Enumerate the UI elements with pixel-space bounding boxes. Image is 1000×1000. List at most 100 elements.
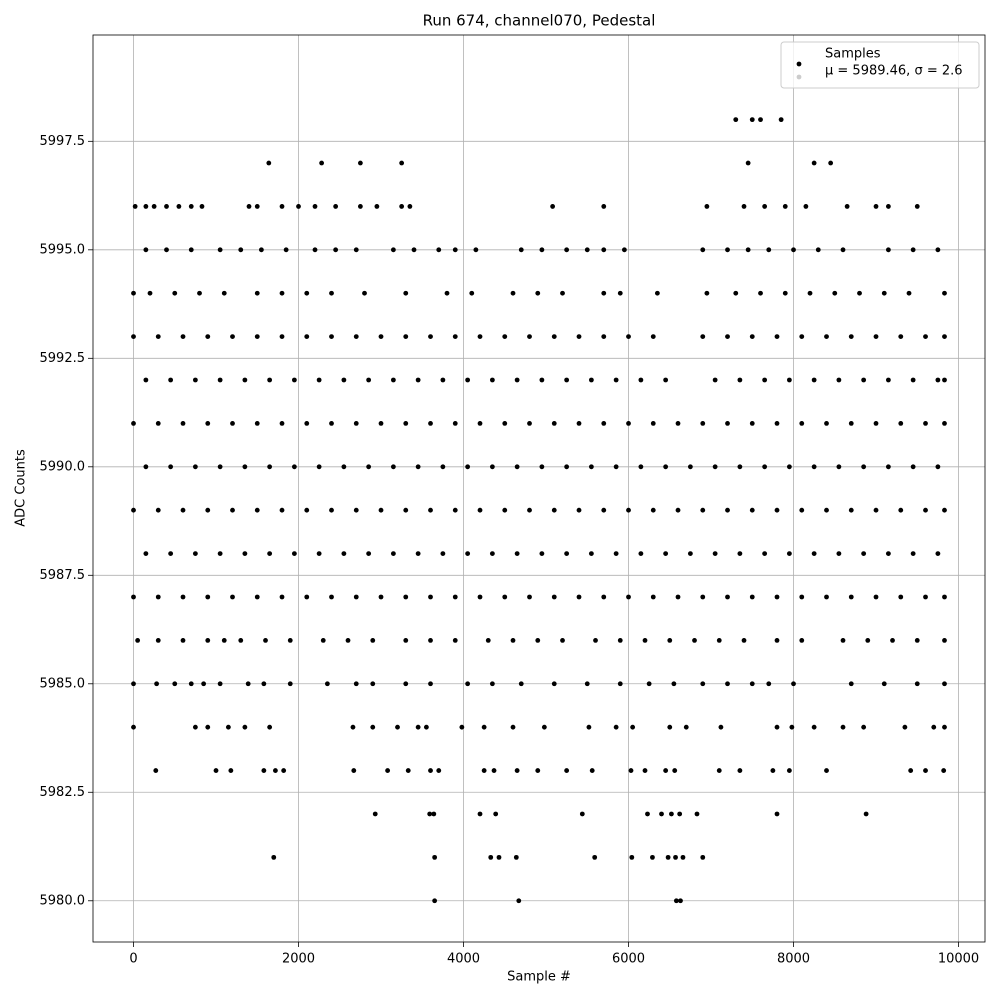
data-point bbox=[885, 377, 891, 383]
data-point bbox=[811, 464, 817, 470]
data-point bbox=[539, 377, 545, 383]
data-point bbox=[650, 594, 656, 600]
data-point bbox=[333, 204, 339, 209]
data-point bbox=[385, 768, 391, 773]
data-point bbox=[848, 681, 854, 687]
data-point bbox=[527, 594, 532, 600]
data-point bbox=[774, 811, 780, 817]
data-point bbox=[935, 551, 941, 556]
data-point bbox=[481, 768, 487, 773]
data-point bbox=[832, 290, 838, 296]
data-point bbox=[700, 681, 706, 687]
data-point bbox=[789, 724, 795, 730]
data-point bbox=[261, 768, 267, 773]
y-tick-label: 5997.5 bbox=[40, 134, 86, 149]
data-point bbox=[675, 507, 681, 513]
data-point bbox=[762, 377, 768, 383]
data-point bbox=[898, 334, 904, 340]
data-point bbox=[510, 724, 516, 730]
data-point bbox=[678, 898, 683, 904]
data-point bbox=[601, 594, 607, 600]
data-point bbox=[628, 768, 634, 773]
data-point bbox=[287, 681, 293, 687]
data-point bbox=[304, 334, 310, 340]
x-axis-label: Sample # bbox=[507, 970, 571, 985]
data-point bbox=[428, 594, 433, 600]
data-point bbox=[304, 507, 310, 513]
data-point bbox=[626, 594, 631, 600]
data-point bbox=[164, 247, 169, 253]
data-point bbox=[824, 594, 829, 600]
data-point bbox=[931, 724, 937, 730]
data-point bbox=[588, 377, 594, 383]
data-point bbox=[217, 681, 223, 687]
data-point bbox=[205, 637, 211, 643]
data-point bbox=[176, 204, 182, 209]
data-point bbox=[942, 724, 947, 730]
data-point bbox=[873, 594, 879, 600]
data-point bbox=[576, 594, 582, 600]
data-point bbox=[452, 594, 458, 600]
data-point bbox=[440, 464, 446, 470]
y-tick-label: 5985.0 bbox=[40, 676, 86, 691]
data-point bbox=[192, 464, 198, 470]
data-point bbox=[378, 594, 384, 600]
data-point bbox=[824, 507, 829, 513]
data-point bbox=[267, 551, 273, 556]
data-point bbox=[778, 117, 784, 123]
data-point bbox=[617, 290, 623, 296]
data-point bbox=[514, 464, 520, 470]
data-point bbox=[828, 160, 834, 166]
data-point bbox=[733, 117, 739, 123]
y-tick-label: 5980.0 bbox=[40, 893, 86, 908]
data-point bbox=[665, 854, 671, 860]
data-point bbox=[180, 507, 186, 513]
data-point bbox=[427, 811, 433, 817]
y-tick-label: 5982.5 bbox=[40, 785, 86, 800]
data-point bbox=[329, 421, 334, 426]
data-point bbox=[865, 637, 871, 643]
data-point bbox=[131, 421, 136, 426]
data-point bbox=[650, 334, 656, 340]
data-point bbox=[374, 204, 380, 209]
data-point bbox=[432, 898, 438, 904]
data-point bbox=[155, 421, 161, 426]
data-point bbox=[687, 464, 693, 470]
data-point bbox=[667, 637, 673, 643]
data-point bbox=[188, 204, 194, 209]
data-point bbox=[151, 204, 157, 209]
data-point bbox=[745, 247, 751, 253]
data-point bbox=[242, 724, 248, 730]
data-point bbox=[725, 507, 730, 513]
data-point bbox=[502, 507, 508, 513]
data-point bbox=[881, 681, 887, 687]
data-point bbox=[516, 898, 522, 904]
data-point bbox=[197, 290, 202, 296]
data-point bbox=[885, 204, 891, 209]
data-point bbox=[465, 551, 471, 556]
data-point bbox=[910, 551, 916, 556]
data-point bbox=[576, 507, 582, 513]
data-point bbox=[238, 637, 244, 643]
data-point bbox=[885, 464, 891, 470]
data-point bbox=[873, 334, 879, 340]
data-point bbox=[366, 464, 372, 470]
data-point bbox=[749, 594, 755, 600]
data-point bbox=[873, 204, 879, 209]
data-point bbox=[201, 681, 207, 687]
data-point bbox=[613, 551, 619, 556]
data-point bbox=[626, 334, 631, 340]
data-point bbox=[395, 724, 400, 730]
data-point bbox=[428, 421, 433, 426]
data-point bbox=[205, 334, 211, 340]
data-point bbox=[428, 507, 433, 513]
data-point bbox=[254, 290, 260, 296]
data-point bbox=[774, 724, 780, 730]
data-point bbox=[725, 594, 730, 600]
data-point bbox=[541, 724, 547, 730]
data-point bbox=[669, 811, 674, 817]
data-point bbox=[132, 204, 138, 209]
data-point bbox=[799, 637, 805, 643]
data-point bbox=[885, 551, 891, 556]
